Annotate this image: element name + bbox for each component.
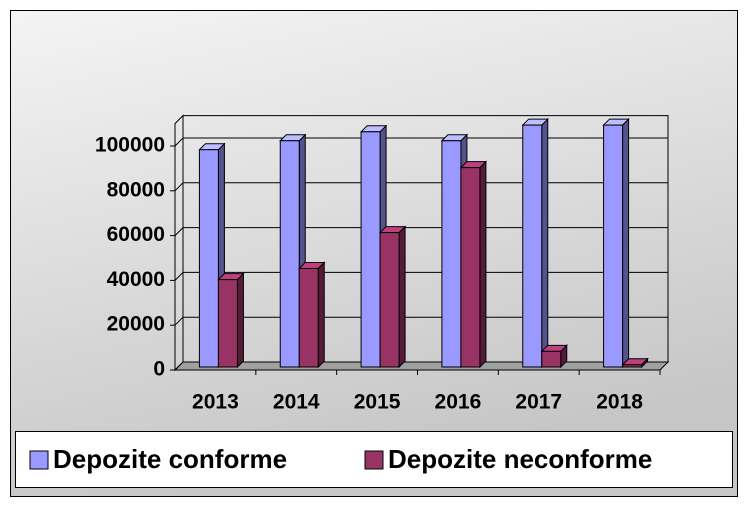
bar [622,364,643,368]
y-tick-label: 0 [153,358,165,381]
x-tick-label: 2015 [354,391,401,414]
grid-line [174,227,668,236]
bar [441,140,462,368]
y-tick-label: 20000 [107,313,165,336]
bar [541,350,562,368]
x-tick-label: 2013 [192,391,239,414]
bar-side [236,272,244,369]
grid-line [174,182,668,192]
x-tick-label: 2014 [273,391,320,414]
grid-line [174,361,668,371]
y-tick-label: 40000 [107,268,165,291]
bar-side [398,225,406,369]
legend-swatch [29,450,49,470]
bar [460,167,481,368]
x-tick-label: 2018 [596,391,643,414]
y-tick-label: 60000 [107,223,165,246]
x-tick-label: 2016 [435,391,482,414]
bar [379,232,400,368]
bar [360,131,381,368]
bar [522,124,543,368]
x-tick-label: 2017 [515,391,562,414]
y-tick-label: 80000 [107,178,165,201]
bar [298,267,319,368]
grid-line [174,316,668,326]
bar [198,149,219,368]
bar-side [622,117,630,369]
bar-side [317,261,325,369]
grid-line [174,137,668,147]
legend-label: Depozite neconforme [388,444,652,474]
legend-label: Depozite conforme [53,444,287,474]
bar [217,279,238,368]
bar [603,124,624,368]
bar-side [479,160,487,369]
y-tick-label: 100000 [95,134,165,157]
grid-line [174,271,668,281]
bar-side [541,117,549,369]
legend-swatch [364,450,384,470]
floor [173,361,670,371]
bar [279,140,300,368]
